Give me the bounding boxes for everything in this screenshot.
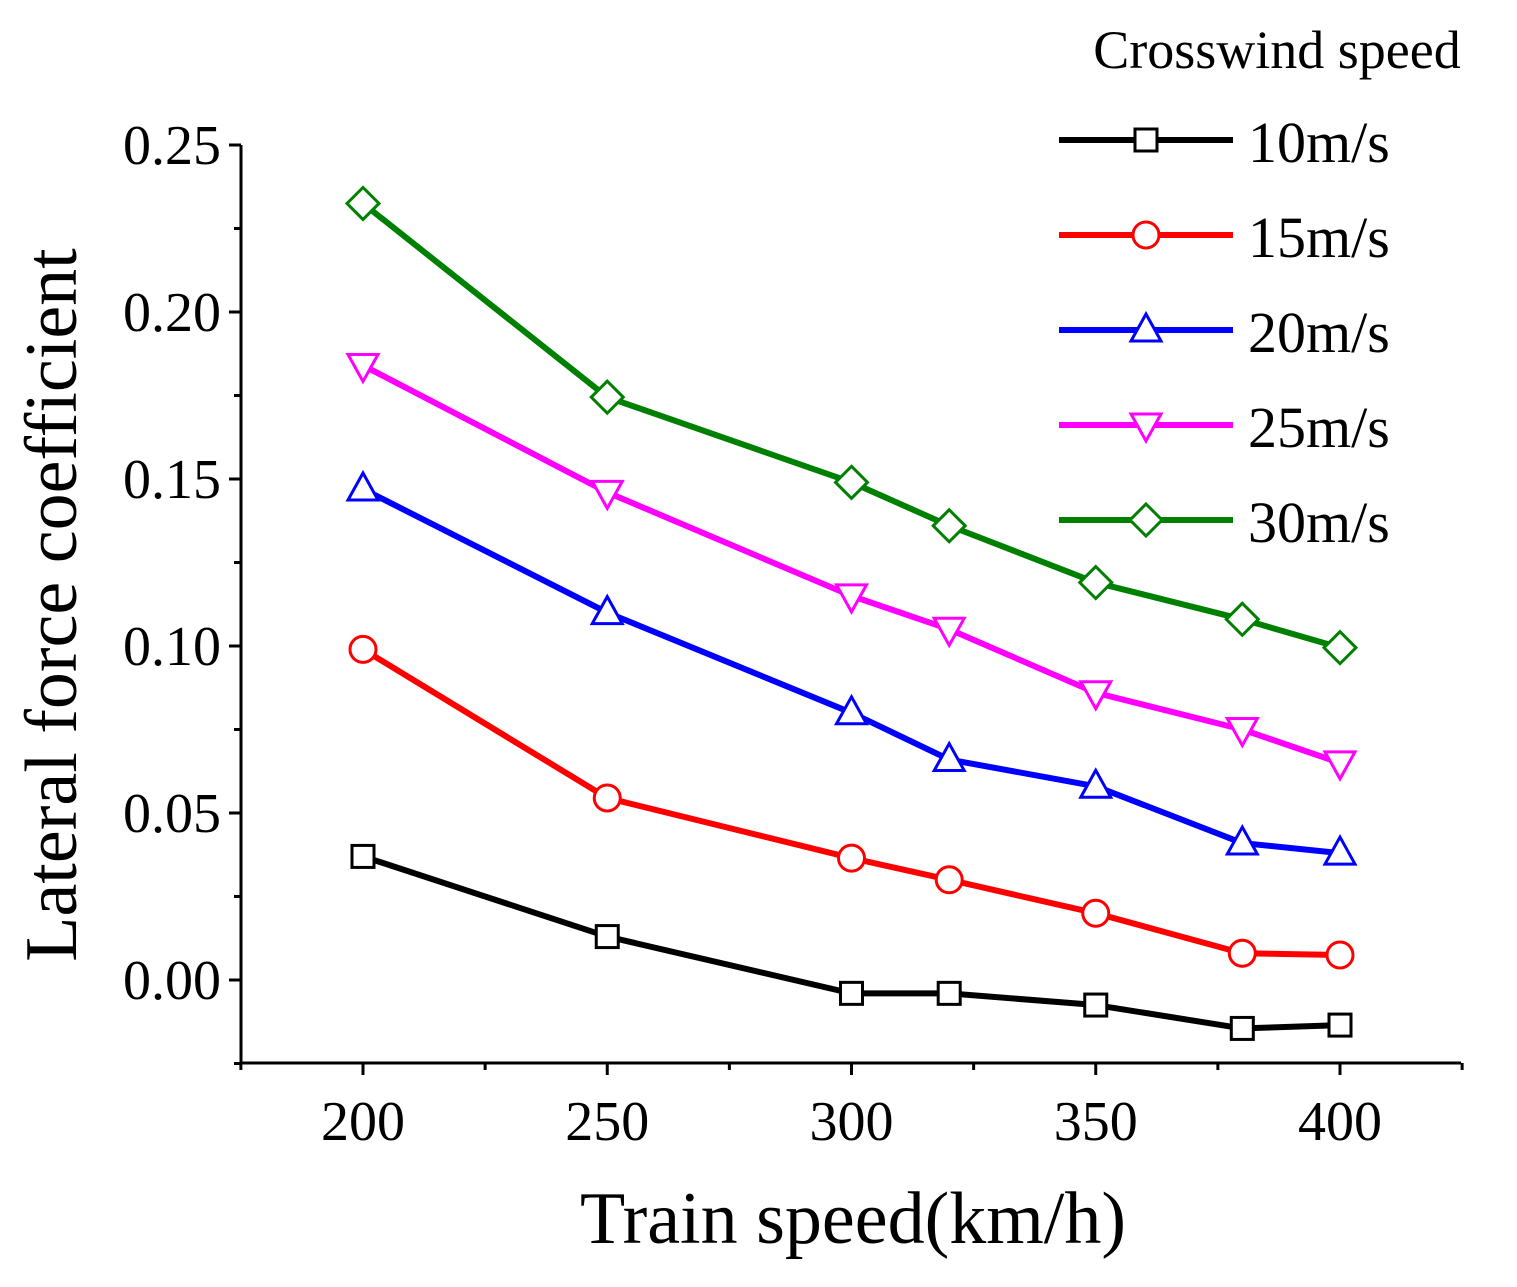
x-tick-label: 200 — [321, 1091, 405, 1153]
circle-marker — [1131, 220, 1161, 250]
series-25m-per-s — [345, 352, 1358, 782]
y-tick-label: 0.00 — [123, 950, 221, 1012]
triangle-up-marker — [931, 740, 967, 773]
triangle-up-marker — [589, 593, 625, 626]
x-tick-label: 400 — [1298, 1091, 1382, 1153]
ticks: 0.00 0.05 0.10 0.15 0.20 0.25 200 250 300 350 400 — [123, 115, 1464, 1153]
triangle-up-marker — [1128, 310, 1164, 343]
circle-marker — [1325, 940, 1355, 970]
legend-title: Crosswind speed — [1093, 20, 1460, 80]
triangle-up-marker — [1224, 823, 1260, 856]
y-tick-label: 0.25 — [123, 115, 221, 177]
y-tick-label: 0.15 — [123, 449, 221, 511]
triangle-down-marker — [345, 352, 381, 385]
circle-marker — [1081, 898, 1111, 928]
series-line — [361, 486, 1341, 857]
legend-entry: 10m/s — [1059, 110, 1390, 175]
circle-marker — [592, 783, 622, 813]
square-marker — [1133, 127, 1159, 153]
series-layer — [344, 185, 1359, 1041]
y-axis-title: Lateral force coefficient — [11, 248, 93, 962]
diamond-marker — [589, 379, 626, 416]
series-10m-per-s — [350, 843, 1353, 1041]
triangle-down-marker — [1128, 412, 1164, 445]
square-marker — [1229, 1015, 1255, 1041]
legend-entry: 25m/s — [1059, 395, 1390, 460]
circle-marker — [1227, 938, 1257, 968]
square-marker — [594, 924, 620, 950]
diamond-marker — [1077, 564, 1114, 601]
legend-entry: 20m/s — [1059, 300, 1390, 365]
legend-label: 20m/s — [1248, 300, 1390, 365]
x-tick-label: 350 — [1054, 1091, 1138, 1153]
triangle-up-marker — [1078, 767, 1114, 799]
diamond-marker — [931, 507, 968, 544]
legend-entry: 30m/s — [1059, 490, 1390, 555]
circle-marker — [348, 634, 378, 664]
triangle-down-marker — [1224, 717, 1260, 749]
square-marker — [1327, 1012, 1353, 1038]
legend-label: 25m/s — [1248, 395, 1390, 460]
series-20m-per-s — [345, 469, 1358, 866]
y-tick-label: 0.10 — [123, 616, 221, 678]
diamond-marker — [833, 464, 870, 501]
legend-label: 10m/s — [1248, 110, 1390, 175]
series-15m-per-s — [348, 634, 1355, 970]
triangle-down-marker — [1322, 750, 1358, 782]
diamond-marker — [1321, 629, 1359, 666]
triangle-up-marker — [833, 693, 870, 726]
diamond-marker — [344, 185, 382, 222]
square-marker — [839, 980, 864, 1006]
x-axis-title: Train speed(km/h) — [580, 1178, 1126, 1260]
diamond-marker — [1224, 601, 1261, 638]
square-marker — [350, 843, 376, 869]
y-tick-label: 0.05 — [123, 783, 221, 845]
triangle-up-marker — [345, 469, 381, 502]
triangle-up-marker — [1322, 833, 1358, 866]
triangle-down-marker — [589, 479, 625, 512]
legend-label: 15m/s — [1248, 205, 1390, 270]
legend-entry: 15m/s — [1059, 205, 1390, 270]
legend: Crosswind speed 10m/s 15m/s 20m/s 25m/s 30m/… — [1059, 20, 1461, 555]
diamond-marker — [1127, 501, 1165, 539]
square-marker — [1083, 992, 1109, 1018]
circle-marker — [934, 865, 964, 895]
x-tick-label: 250 — [565, 1091, 649, 1153]
square-marker — [936, 980, 962, 1006]
triangle-down-marker — [833, 583, 870, 615]
y-tick-label: 0.20 — [123, 282, 221, 344]
triangle-down-marker — [931, 616, 967, 649]
x-tick-label: 300 — [810, 1091, 894, 1153]
triangle-down-marker — [1078, 680, 1114, 712]
circle-marker — [837, 843, 866, 873]
legend-label: 30m/s — [1248, 490, 1390, 555]
series-30m-per-s — [344, 185, 1359, 666]
